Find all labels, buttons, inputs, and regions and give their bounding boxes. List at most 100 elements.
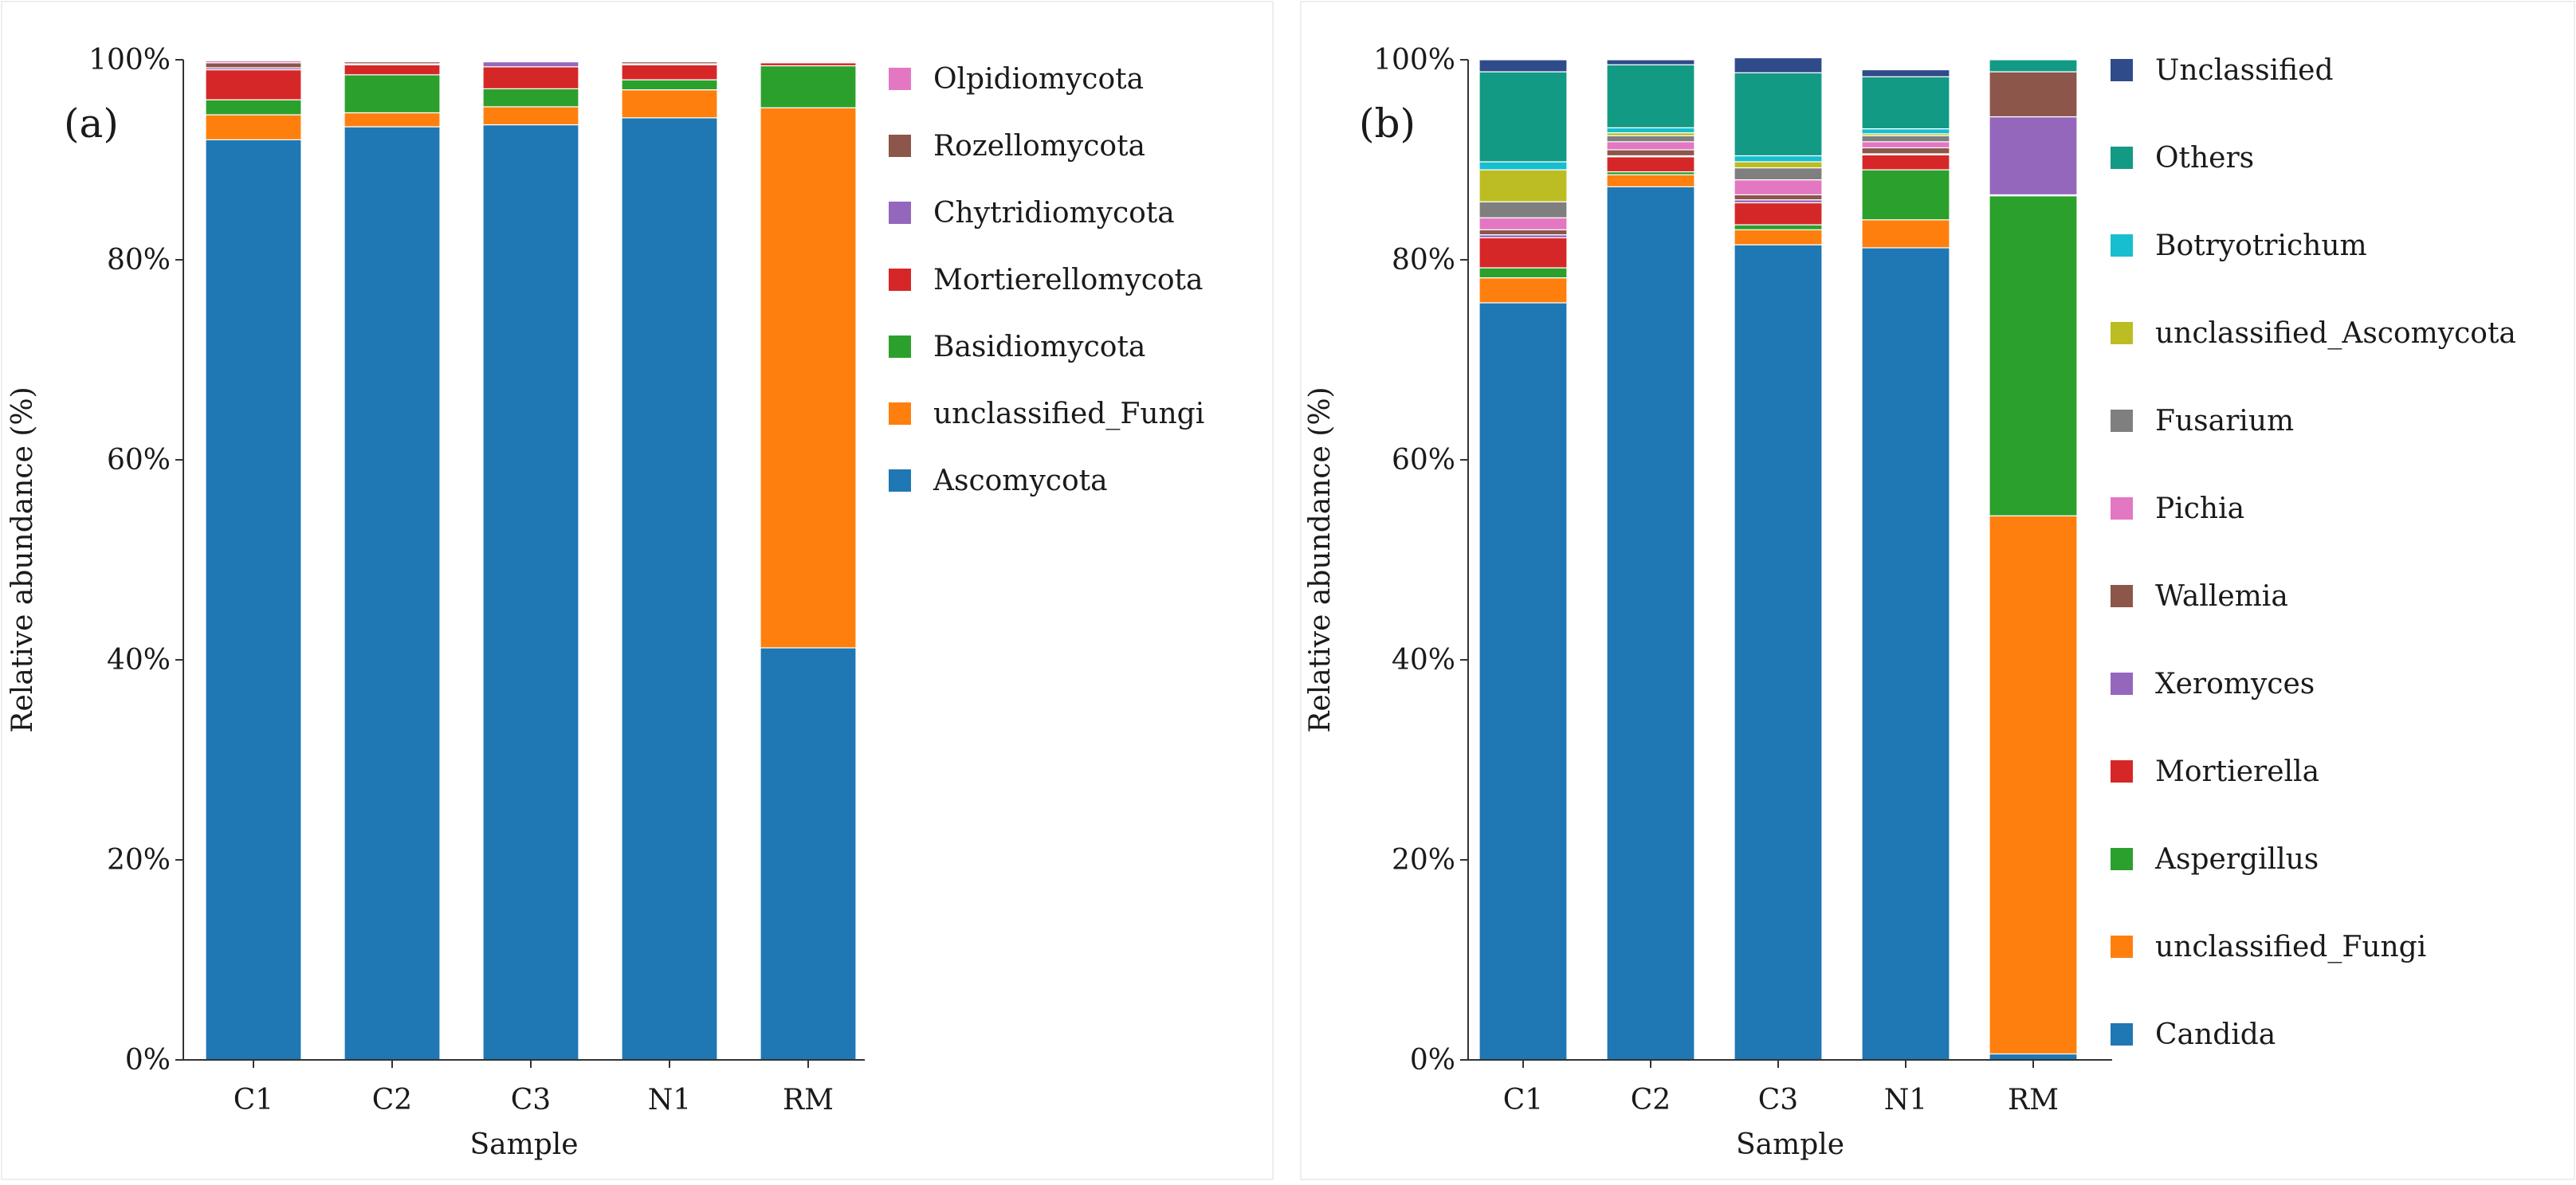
legend-swatch-b-fusarium: [2111, 410, 2133, 432]
legend-swatch-b-wallemia: [2111, 585, 2133, 607]
legend-swatch-b-aspergillus: [2111, 848, 2133, 870]
bar-segment-b-c2-unclassified-fungi: [1606, 174, 1695, 187]
bar-segment-b-c2-wallemia: [1606, 149, 1695, 157]
bar-segment-b-c3-aspergillus: [1734, 224, 1823, 230]
y-tick-label-a-1: 20%: [107, 844, 171, 877]
bar-segment-b-rm-unclassified-fungi: [1989, 515, 2078, 1055]
bar-segment-b-rm-wallemia: [1989, 71, 2078, 118]
bar-segment-a-c1-ascomycota: [205, 139, 302, 1061]
x-axis-title-a: Sample: [469, 1128, 578, 1161]
bar-segment-b-c1-mortierella: [1478, 237, 1568, 269]
bar-segment-a-c2-ascomycota: [344, 126, 441, 1061]
bar-segment-b-c1-aspergillus: [1478, 267, 1568, 279]
x-axis-title-b: Sample: [1736, 1128, 1844, 1161]
bar-segment-b-c3-wallemia: [1734, 194, 1823, 201]
bar-segment-b-c3-mortierella: [1734, 202, 1823, 226]
bar-segment-b-c2-others: [1606, 64, 1695, 128]
bar-segment-a-c3-mortierellomycota: [482, 66, 579, 89]
legend-label-b-unclassified: Unclassified: [2155, 54, 2334, 87]
legend-label-a-unclassified-fungi: unclassified_Fungi: [933, 398, 1204, 430]
legend-label-a-chytridiomycota: Chytridiomycota: [933, 197, 1175, 230]
y-tick-label-b-2: 40%: [1392, 644, 1455, 677]
legend-swatch-a-ascomycota: [889, 469, 911, 492]
x-tick-label-a-rm: RM: [783, 1084, 834, 1116]
legend-swatch-b-unclassified: [2111, 59, 2133, 81]
legend-swatch-b-xeromyces: [2111, 673, 2133, 695]
y-tick-label-b-5: 100%: [1373, 44, 1455, 77]
y-tick-label-a-3: 60%: [107, 444, 171, 477]
bar-segment-a-c3-basidiomycota: [482, 88, 579, 108]
x-tick-label-b-c2: C2: [1631, 1084, 1671, 1116]
bar-segment-b-n1-botryotrichum: [1861, 128, 1950, 135]
legend-swatch-a-unclassified-fungi: [889, 402, 911, 425]
panel-a-border: [1, 1, 1274, 1180]
bar-segment-b-n1-wallemia: [1861, 147, 1950, 155]
y-tick-label-a-2: 40%: [107, 644, 171, 677]
legend-label-b-unclassified-ascomycota: unclassified_Ascomycota: [2155, 317, 2516, 350]
legend-label-b-mortierella: Mortierella: [2155, 755, 2319, 788]
y-tick-label-a-4: 80%: [107, 244, 171, 277]
bar-segment-a-n1-basidiomycota: [621, 79, 718, 91]
bar-segment-a-c3-unclassified-fungi: [482, 106, 579, 126]
legend-label-a-rozellomycota: Rozellomycota: [933, 130, 1145, 163]
bar-segment-b-c3-unclassified-ascomycota: [1734, 161, 1823, 169]
bar-segment-b-c2-pichia: [1606, 141, 1695, 151]
bar-segment-a-rm-ascomycota: [760, 647, 857, 1061]
bar-segment-a-c1-basidiomycota: [205, 99, 302, 116]
bar-segment-b-c1-candida: [1478, 302, 1568, 1061]
bar-segment-b-c1-fusarium: [1478, 201, 1568, 218]
bar-segment-a-c2-mortierellomycota: [344, 64, 441, 76]
legend-swatch-a-mortierellomycota: [889, 269, 911, 291]
y-tick-label-b-3: 60%: [1392, 444, 1455, 477]
bar-segment-b-rm-aspergillus: [1989, 195, 2078, 516]
bar-segment-b-c1-pichia: [1478, 217, 1568, 230]
bar-segment-a-n1-unclassified-fungi: [621, 89, 718, 119]
bar-segment-b-rm-candida: [1989, 1053, 2078, 1061]
x-tick-label-a-c3: C3: [511, 1084, 551, 1116]
bar-segment-b-c1-unclassified-fungi: [1478, 277, 1568, 304]
x-tick-label-b-c3: C3: [1758, 1084, 1798, 1116]
y-axis-title-a: Relative abundance (%): [6, 386, 39, 732]
bar-segment-b-rm-xeromyces: [1989, 116, 2078, 196]
bar-segment-b-rm-others: [1989, 59, 2078, 73]
bar-segment-b-n1-fusarium: [1861, 135, 1950, 143]
legend-label-a-mortierellomycota: Mortierellomycota: [933, 264, 1203, 296]
legend-swatch-a-olpidiomycota: [889, 68, 911, 90]
bar-segment-b-c1-botryotrichum: [1478, 161, 1568, 171]
panel-label-b: (b): [1359, 100, 1416, 147]
legend-label-a-ascomycota: Ascomycota: [933, 465, 1108, 497]
bar-segment-b-n1-pichia: [1861, 141, 1950, 149]
y-tick-label-b-4: 80%: [1392, 244, 1455, 277]
bar-segment-a-c1-olpidiomycota: [205, 60, 302, 64]
bar-segment-a-rm-basidiomycota: [760, 65, 857, 108]
legend-label-a-basidiomycota: Basidiomycota: [933, 331, 1145, 363]
y-tick-label-a-5: 100%: [88, 44, 171, 77]
legend-label-b-pichia: Pichia: [2155, 492, 2244, 525]
bar-segment-b-n1-candida: [1861, 247, 1950, 1061]
bar-segment-a-n1-mortierellomycota: [621, 64, 718, 80]
legend-swatch-a-rozellomycota: [889, 135, 911, 157]
bar-segment-b-c3-unclassified: [1734, 57, 1823, 73]
bar-segment-b-n1-unclassified-fungi: [1861, 219, 1950, 249]
bar-segment-a-c2-unclassified-fungi: [344, 112, 441, 128]
x-tick-label-b-c1: C1: [1503, 1084, 1543, 1116]
legend-label-b-aspergillus: Aspergillus: [2154, 843, 2319, 876]
bar-segment-b-c2-candida: [1606, 186, 1695, 1061]
legend-label-b-wallemia: Wallemia: [2155, 580, 2288, 613]
legend-swatch-b-unclassified-ascomycota: [2111, 322, 2133, 344]
x-tick-label-a-c1: C1: [234, 1084, 273, 1116]
x-tick-label-b-n1: N1: [1884, 1084, 1927, 1116]
legend-label-b-others: Others: [2155, 142, 2254, 175]
panel-b-border: [1300, 1, 2575, 1180]
bar-segment-b-c3-others: [1734, 72, 1823, 157]
bar-segment-a-n1-ascomycota: [621, 117, 718, 1061]
bar-segment-b-c3-botryotrichum: [1734, 155, 1823, 163]
legend-label-b-candida: Candida: [2155, 1018, 2276, 1051]
x-tick-label-b-rm: RM: [2008, 1084, 2059, 1116]
legend-label-a-olpidiomycota: Olpidiomycota: [933, 63, 1144, 96]
bar-segment-a-c1-unclassified-fungi: [205, 114, 302, 140]
bar-segment-a-rm-unclassified-fungi: [760, 107, 857, 649]
bar-segment-b-c1-unclassified-ascomycota: [1478, 169, 1568, 202]
